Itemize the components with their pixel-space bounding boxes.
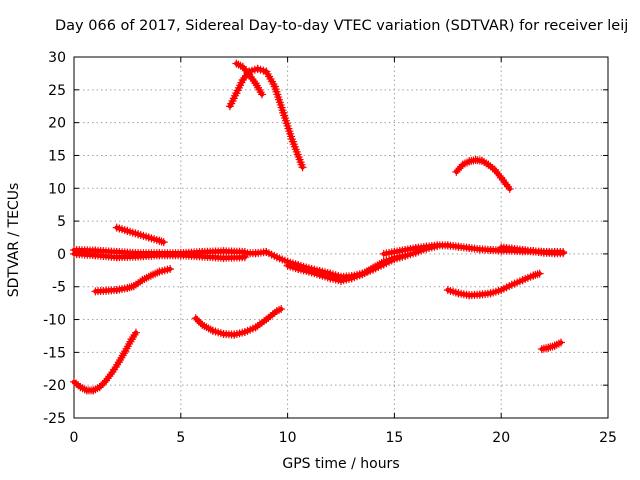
y-tick-label-11: 30 (48, 50, 66, 66)
series-arc-7 (225, 64, 307, 172)
x-tick-label-3: 15 (385, 430, 403, 446)
x-tick-label-0: 0 (70, 430, 79, 446)
point-arc-5-38 (166, 265, 175, 274)
series-arc-1 (70, 328, 140, 395)
y-tick-label-1: -20 (43, 378, 66, 394)
grid-lines (74, 57, 608, 418)
series-arc-15 (537, 338, 566, 354)
y-tick-label-10: 25 (48, 83, 66, 99)
x-axis-label: GPS time / hours (282, 456, 400, 472)
plot-frame (73, 56, 609, 419)
chart-title: Day 066 of 2017, Sidereal Day-to-day VTE… (55, 18, 629, 34)
y-tick-label-3: -10 (43, 313, 66, 329)
series-arc-13 (443, 269, 544, 300)
y-tick-label-0: -25 (43, 411, 66, 427)
tick-labels: 0 5 10 15 20 25 -25 -20 -15 -10 -5 0 5 10 15 20 25 30 (43, 50, 617, 446)
series-arc-4 (112, 223, 168, 247)
series-arc-14 (452, 156, 514, 193)
series-arc-5 (91, 265, 175, 296)
point-arc-8-19 (257, 90, 266, 99)
series-arc-8 (232, 59, 266, 99)
y-tick-label-6: 5 (57, 214, 66, 230)
point-arc-15-11 (557, 338, 566, 347)
point-arc-14-35 (505, 184, 514, 193)
y-tick-label-9: 20 (48, 116, 66, 132)
y-tick-label-8: 15 (48, 148, 66, 164)
x-tick-label-5: 25 (599, 430, 617, 446)
x-tick-label-1: 5 (176, 430, 185, 446)
series-arc-12 (497, 243, 568, 258)
series-arc-6 (191, 305, 286, 339)
series-line-arc-7 (227, 66, 305, 170)
y-axis-label: SDTVAR / TECUs (6, 182, 22, 298)
y-tick-label-7: 10 (48, 181, 66, 197)
point-arc-4-22 (159, 238, 168, 247)
x-tick-label-4: 20 (492, 430, 510, 446)
x-tick-label-2: 10 (279, 430, 297, 446)
point-arc-1-46 (131, 328, 140, 337)
point-arc-13-43 (535, 269, 544, 278)
series-arc-10 (283, 251, 410, 285)
y-tick-label-2: -15 (43, 345, 66, 361)
data-series (70, 59, 568, 395)
y-tick-label-5: 0 (57, 247, 66, 263)
y-tick-label-4: -5 (52, 280, 66, 296)
point-arc-14-28 (495, 171, 504, 180)
point-arc-8-7 (243, 68, 252, 77)
point-arc-12-28 (559, 249, 568, 258)
axes (73, 56, 609, 419)
point-arc-6-45 (277, 305, 286, 314)
point-arc-7-65 (298, 163, 307, 172)
series-arc-3 (70, 249, 249, 262)
